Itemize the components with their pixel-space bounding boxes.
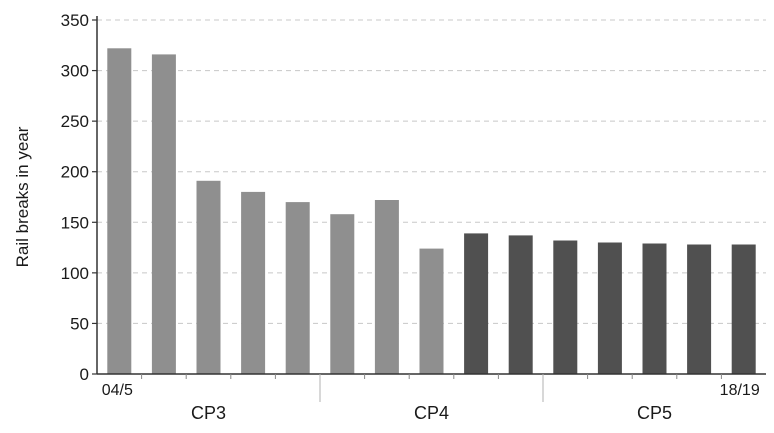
period-label-cp3: CP3: [191, 403, 226, 423]
x-tick-labels: 04/5 18/19: [102, 382, 760, 399]
bar-16-17: [642, 243, 667, 374]
period-labels: CP3 CP4 CP5: [191, 403, 672, 423]
y-tick-label: 50: [70, 314, 89, 333]
bar-14-15: [553, 240, 578, 374]
axes: [96, 16, 766, 375]
bar-15-16: [597, 242, 622, 374]
x-tick-label-last: 18/19: [720, 382, 760, 399]
bar-07-8: [241, 191, 266, 374]
bar-09-10: [330, 214, 355, 374]
bar-13-14: [508, 235, 533, 374]
x-tick-label-first: 04/5: [102, 382, 133, 399]
bar-11-12: [419, 248, 444, 374]
bar-18-19: [731, 244, 756, 374]
bar-10-11: [374, 200, 399, 374]
period-label-cp4: CP4: [414, 403, 449, 423]
y-tick-labels: 0 50 100 150 200 250 300 350: [61, 11, 97, 384]
bar-06-7: [196, 180, 221, 374]
y-tick-label: 300: [61, 62, 89, 81]
bars: [107, 48, 756, 375]
y-tick-label: 100: [61, 264, 89, 283]
y-tick-label: 150: [61, 213, 89, 232]
bar-12-13: [464, 233, 489, 374]
bar-17-18: [687, 244, 712, 374]
y-tick-label: 250: [61, 112, 89, 131]
y-axis-title: Rail breaks in year: [13, 126, 32, 267]
y-tick-label: 0: [80, 365, 89, 384]
bar-08-9: [285, 202, 310, 374]
y-tick-label: 200: [61, 163, 89, 182]
bar-05-6: [151, 54, 176, 375]
bar-04-5: [107, 48, 132, 375]
period-label-cp5: CP5: [637, 403, 672, 423]
x-tick-marks: [141, 374, 722, 402]
y-tick-label: 350: [61, 11, 89, 30]
